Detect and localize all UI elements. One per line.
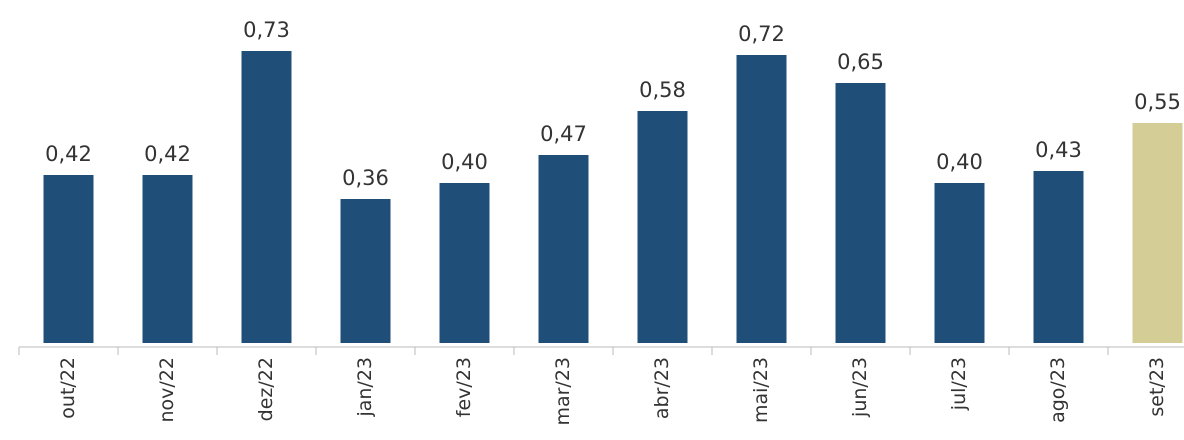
bar [835,83,886,343]
bar [1033,171,1084,343]
value-label: 0,58 [639,78,686,102]
value-label: 0,40 [936,150,983,174]
value-label: 0,43 [1035,138,1082,162]
bar [439,183,490,343]
bar [340,199,391,343]
x-tick-label: jun/23 [849,357,871,418]
bar [241,51,292,343]
bar [736,55,787,343]
x-tick-label: mai/23 [750,357,772,423]
x-tick-label: nov/22 [156,357,178,423]
value-label: 0,65 [837,50,884,74]
bar [1132,123,1183,343]
x-tick-label: jul/23 [948,357,970,411]
value-label: 0,73 [243,18,290,42]
x-tick-label: set/23 [1146,357,1168,417]
x-tick-label: mar/23 [552,357,574,426]
bar [934,183,985,343]
value-label: 0,72 [738,22,785,46]
value-label: 0,36 [342,166,389,190]
value-label: 0,47 [540,122,587,146]
bar [538,155,589,343]
value-label: 0,42 [144,142,191,166]
x-tick-label: dez/22 [255,357,277,421]
x-tick-label: out/22 [57,357,79,419]
value-label: 0,40 [441,150,488,174]
bar [637,111,688,343]
value-label: 0,55 [1134,90,1181,114]
bar [43,175,94,343]
x-tick-label: abr/23 [651,357,673,419]
x-tick-label: jan/23 [354,357,376,418]
x-tick-label: ago/23 [1047,357,1069,423]
bar [142,175,193,343]
x-tick-label: fev/23 [453,357,475,417]
value-label: 0,42 [45,142,92,166]
